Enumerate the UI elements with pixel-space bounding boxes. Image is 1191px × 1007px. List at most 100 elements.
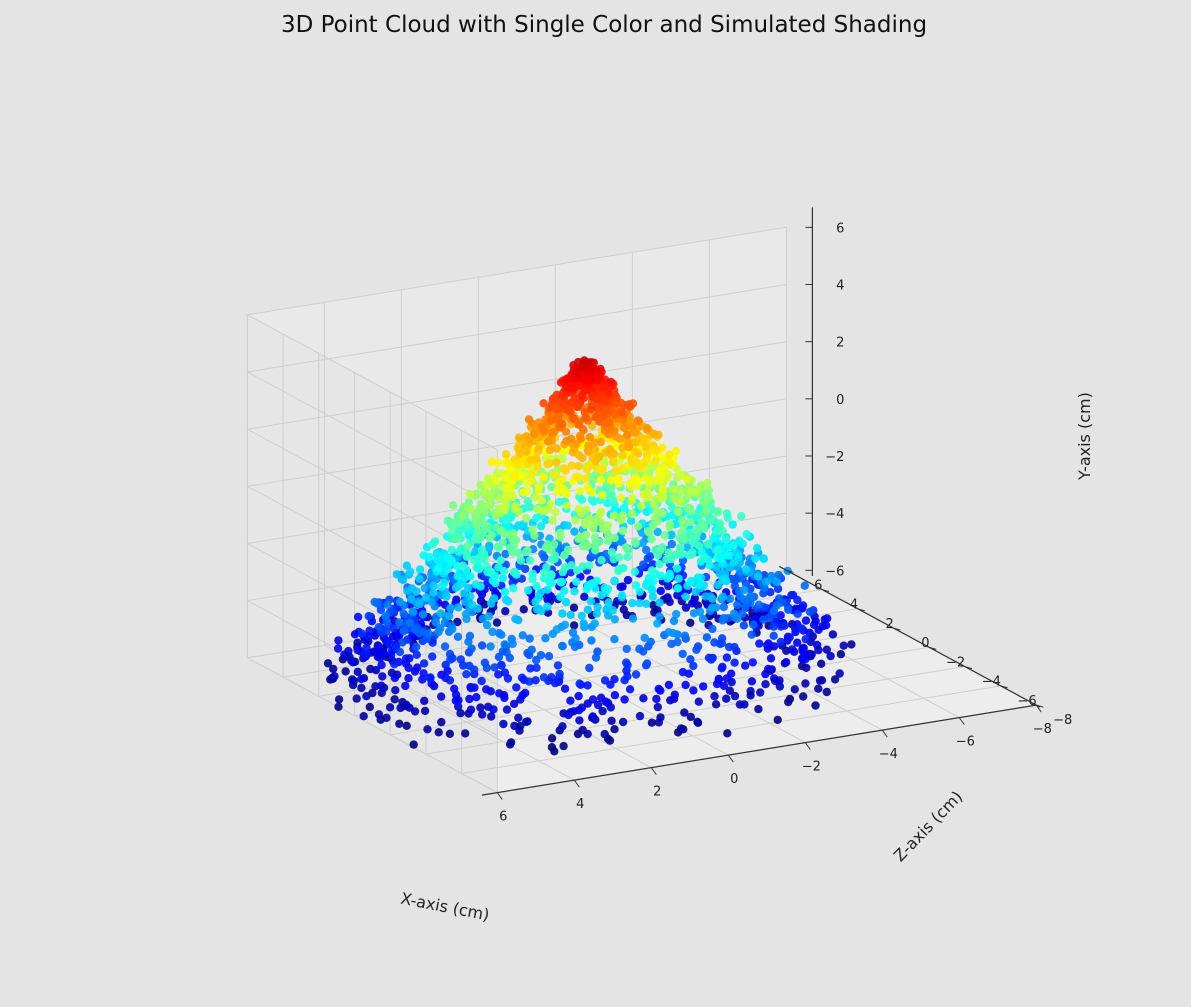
x-tick-mark (496, 792, 503, 800)
data-point (718, 526, 727, 536)
data-point (334, 702, 343, 711)
data-point (436, 556, 445, 565)
data-point (614, 479, 623, 488)
data-point (561, 466, 570, 475)
data-point (590, 619, 599, 628)
z-tick-label: −6 (1017, 694, 1036, 709)
data-point (694, 541, 704, 551)
data-point (642, 579, 652, 588)
data-point (596, 507, 605, 517)
data-point (725, 686, 735, 695)
data-point (759, 554, 769, 564)
data-point (528, 525, 537, 534)
data-point (427, 597, 436, 607)
data-point (717, 639, 727, 648)
data-point (538, 549, 547, 559)
data-point (531, 493, 540, 502)
data-point (746, 686, 755, 696)
data-point (472, 693, 481, 702)
data-point (623, 575, 633, 585)
data-point (658, 454, 668, 463)
data-point (705, 561, 714, 570)
data-point (485, 534, 494, 543)
data-point (760, 571, 769, 580)
data-point (408, 607, 417, 616)
data-point (574, 505, 583, 514)
data-point (581, 413, 590, 422)
data-point (715, 519, 725, 528)
x-tick-label: −8 (1033, 722, 1052, 737)
data-point (357, 683, 366, 693)
data-point (752, 543, 762, 553)
data-point (378, 672, 387, 681)
data-point (627, 516, 636, 525)
data-point (451, 534, 460, 543)
data-point (639, 647, 648, 656)
data-point (649, 577, 658, 586)
data-point (352, 694, 361, 703)
data-point (753, 572, 763, 581)
data-point (775, 682, 785, 691)
data-point (501, 493, 511, 502)
data-point (625, 479, 635, 488)
data-point (426, 674, 435, 683)
data-point (450, 518, 460, 528)
data-point (611, 399, 621, 408)
data-point (725, 594, 735, 604)
data-point (631, 581, 641, 590)
data-point (359, 712, 368, 721)
data-point (377, 688, 386, 698)
data-point (680, 708, 689, 717)
data-point (513, 460, 522, 469)
data-point (385, 703, 395, 712)
data-point (570, 527, 579, 536)
data-point (715, 539, 724, 548)
data-point (353, 645, 362, 655)
data-point (458, 511, 467, 521)
data-point (579, 619, 588, 628)
x-tick-mark (1035, 704, 1042, 713)
data-point (585, 663, 594, 673)
data-point (719, 681, 729, 691)
data-point (377, 660, 386, 670)
z-tick-label: −8 (1053, 713, 1072, 728)
data-point (573, 566, 582, 575)
data-point (474, 535, 483, 544)
data-point (386, 650, 396, 660)
y-tick-label: 4 (836, 279, 844, 294)
data-point (541, 634, 550, 643)
data-point (522, 447, 531, 456)
data-point (656, 686, 665, 695)
data-point (484, 522, 493, 531)
data-point (710, 692, 719, 701)
data-point (516, 556, 525, 565)
data-point (476, 582, 485, 591)
data-point (560, 620, 570, 629)
data-point (708, 603, 717, 612)
data-point (453, 632, 463, 641)
data-point (719, 613, 729, 623)
data-point (495, 494, 504, 503)
data-point (617, 407, 626, 416)
data-point (437, 717, 446, 727)
z-axis-label: Z-axis (cm) (890, 787, 967, 865)
data-point (493, 458, 502, 467)
data-point (711, 700, 721, 709)
data-point (693, 718, 703, 727)
data-point (622, 644, 631, 654)
data-point (723, 513, 732, 522)
data-point (618, 443, 627, 452)
data-point (793, 609, 802, 618)
data-point (395, 618, 404, 627)
data-point (702, 506, 711, 515)
data-point (556, 578, 565, 587)
x-tick-label: 2 (653, 785, 661, 800)
data-point (802, 663, 811, 672)
data-point (801, 616, 811, 625)
data-point (465, 504, 474, 514)
data-point (695, 580, 704, 589)
x-tick-label: −6 (956, 735, 975, 750)
data-point (423, 725, 432, 734)
z-tick-mark (1036, 704, 1044, 708)
data-point (686, 618, 695, 627)
